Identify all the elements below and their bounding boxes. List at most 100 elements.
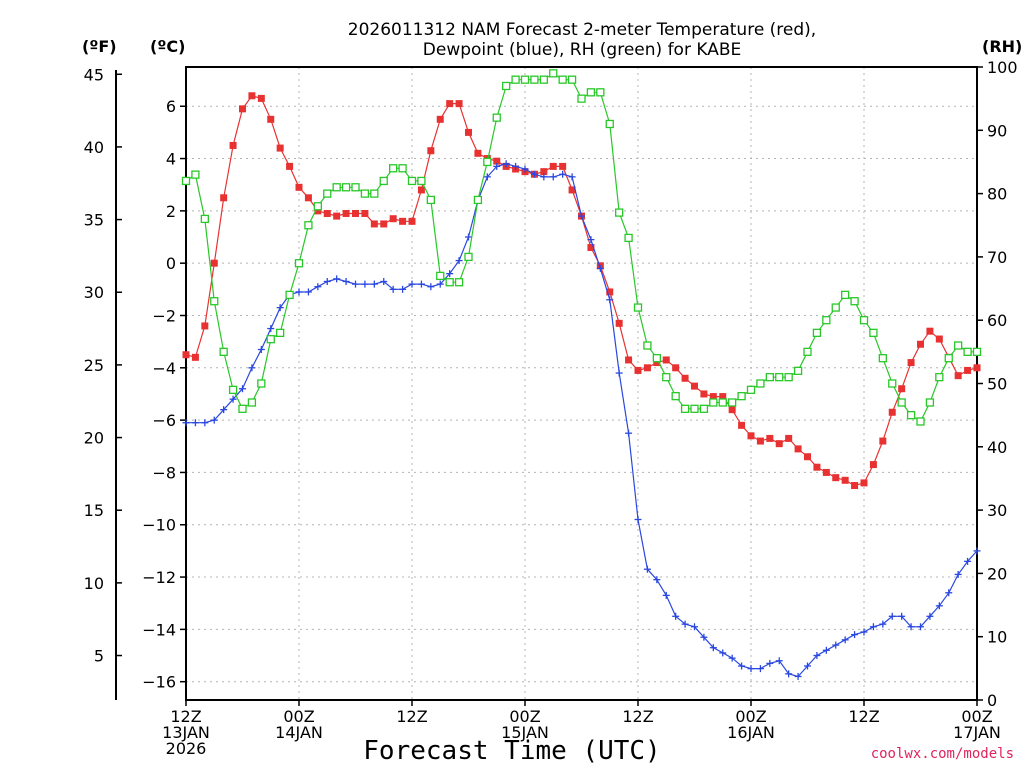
rh-point — [492, 113, 501, 122]
dewpoint-point — [493, 162, 501, 170]
temperature-point — [851, 482, 859, 490]
rh-point — [841, 290, 850, 300]
dewpoint-point — [314, 283, 322, 291]
dewpoint-point — [248, 364, 256, 372]
x-tick-label: 00Z — [735, 707, 766, 726]
rh-point — [323, 189, 332, 198]
temperature-point — [756, 437, 764, 445]
rh-point — [219, 347, 228, 357]
temperature-point — [229, 141, 237, 149]
temperature-point — [775, 440, 783, 448]
rh-point — [935, 373, 944, 382]
temperature-point — [295, 183, 303, 191]
dewpoint-point — [304, 288, 312, 296]
dewpoint-point — [559, 170, 567, 178]
temperature-point — [653, 359, 661, 367]
temperature-point — [662, 356, 670, 364]
x-tick-label: 12Z — [622, 707, 653, 726]
dewpoint-point — [709, 644, 717, 652]
rh-point — [784, 373, 793, 382]
fahrenheit-tick-label: 30 — [84, 283, 104, 302]
rh-point — [765, 373, 774, 382]
dewpoint-point — [681, 620, 689, 628]
temperature-point — [267, 115, 275, 123]
celsius-unit-label: (ºC) — [150, 37, 185, 56]
dewpoint-point — [427, 283, 435, 291]
dewpoint-point — [766, 659, 774, 667]
temperature-point — [926, 327, 934, 335]
rh-point — [793, 366, 803, 375]
dewpoint-point — [530, 170, 538, 178]
dewpoint-point — [596, 264, 604, 272]
rh-point — [643, 341, 652, 350]
x-tick-label: 15JAN — [501, 723, 549, 742]
temperature-point — [220, 194, 228, 202]
rh-point — [831, 303, 840, 312]
dewpoint-point — [785, 670, 793, 678]
rh-point — [191, 170, 200, 179]
temperature-point — [832, 474, 840, 482]
temperature-point — [446, 100, 454, 108]
temperature-point — [719, 393, 727, 401]
temperature-point — [276, 144, 284, 152]
dewpoint-point — [625, 429, 633, 437]
celsius-tick-label: −6 — [152, 411, 176, 430]
celsius-tick-label: −16 — [142, 673, 176, 692]
rh-point — [944, 354, 953, 363]
rh-point — [228, 385, 238, 394]
rh-point — [869, 328, 878, 338]
x-tick-label: 17JAN — [953, 723, 1001, 742]
rh-point — [888, 379, 897, 388]
dewpoint-point — [615, 369, 623, 377]
temperature-point — [257, 94, 265, 102]
x-tick-label: 00Z — [283, 707, 314, 726]
temperature-point — [681, 374, 689, 382]
temperature-point — [813, 463, 821, 471]
temperature-point — [822, 468, 830, 476]
x-tick-label: 2026 — [166, 739, 207, 758]
temperature-point — [408, 217, 416, 225]
temperature-point — [361, 209, 369, 217]
temperature-point — [804, 453, 811, 461]
dewpoint-point — [719, 649, 727, 657]
rh-point — [483, 157, 492, 167]
x-tick-label: 00Z — [509, 707, 540, 726]
rh-point — [341, 183, 351, 192]
dewpoint-point — [643, 565, 651, 573]
dewpoint-point — [455, 257, 463, 265]
temperature-point — [182, 351, 190, 359]
temperature-point — [455, 100, 463, 108]
rh-point — [417, 176, 426, 186]
rh-point — [257, 379, 266, 388]
dewpoint-point — [700, 633, 708, 641]
temperature-point — [333, 212, 341, 220]
temperature-point — [352, 209, 359, 217]
temperature-point — [634, 366, 642, 374]
fahrenheit-unit-label: (ºF) — [82, 37, 117, 56]
rh-point — [812, 328, 822, 338]
rh-unit-label: (RH) — [982, 37, 1022, 56]
x-tick-label: 13JAN — [162, 723, 210, 742]
rh-point — [662, 373, 671, 382]
rh-point — [389, 164, 398, 173]
credit-text: coolwx.com/models — [871, 746, 1014, 762]
temperature-point — [700, 390, 708, 398]
dewpoint-point — [945, 589, 953, 597]
rh-point — [445, 278, 454, 287]
dewpoint-point — [775, 657, 783, 665]
dewpoint-point — [182, 419, 190, 427]
rh-point — [737, 392, 746, 401]
rh-line — [185, 72, 977, 423]
temperature-point — [389, 215, 397, 223]
series-rh — [181, 69, 982, 426]
rh-point — [294, 259, 304, 268]
rh-tick-label: 40 — [987, 438, 1007, 457]
dewpoint-point — [502, 160, 510, 168]
rh-tick-label: 90 — [987, 121, 1007, 140]
dewpoint-point — [276, 304, 284, 312]
rh-point — [963, 347, 972, 357]
dewpoint-point — [399, 285, 407, 293]
dewpoint-point — [973, 547, 981, 555]
dewpoint-point — [521, 165, 529, 173]
dewpoint-point — [747, 665, 755, 673]
